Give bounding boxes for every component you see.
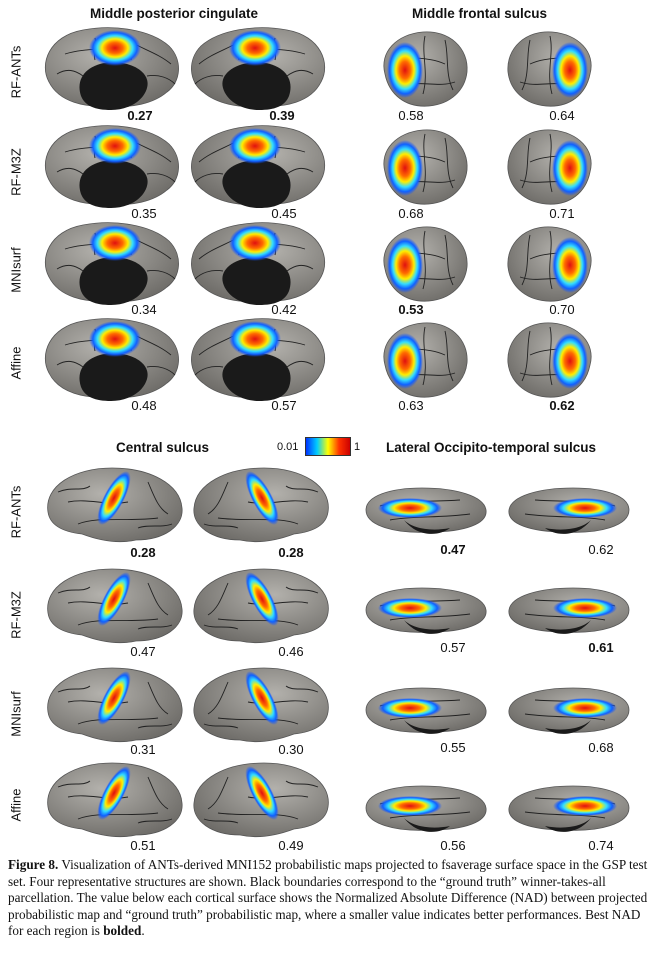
figure-caption: Figure 8. Visualization of ANTs-derived … [8,857,648,940]
brain-surface-mpc-r0-c1 [191,27,325,110]
brain-surface-mfs-r1-c0 [383,129,468,205]
nad-value-lots-r3-c0: 0.56 [440,838,466,853]
row-label-affine-bottom: Affine [8,788,24,822]
panel-title-mpc: Middle posterior cingulate [90,6,259,21]
nad-value-cs-r3-c0: 0.51 [130,838,156,853]
row-label-mnisurf-top: MNIsurf [8,247,24,293]
colorbar-min-label: 0.01 [277,441,299,453]
brain-surface-mfs-r0-c0 [383,31,468,107]
nad-value-cs-r2-c1: 0.30 [278,742,304,757]
brain-surface-mfs-r2-c1 [507,226,592,302]
brain-surface-mpc-r2-c0 [45,222,179,305]
nad-value-cs-r3-c1: 0.49 [278,838,304,853]
row-label-rf-ants-bottom: RF-ANTs [8,485,24,539]
panel-title-mfs: Middle frontal sulcus [412,6,548,21]
nad-value-cs-r1-c1: 0.46 [278,644,304,659]
figure-label: Figure 8. [8,857,59,872]
nad-value-mpc-r3-c1: 0.57 [271,398,297,413]
nad-value-lots-r0-c0: 0.47 [440,542,466,557]
brain-surface-cs-r0-c0 [47,467,183,542]
nad-value-mfs-r1-c0: 0.68 [398,206,424,221]
nad-value-lots-r0-c1: 0.62 [588,542,614,557]
panel-title-cs: Central sulcus [116,440,210,455]
brain-surface-mpc-r2-c1 [191,222,325,305]
brain-surface-mfs-r3-c0 [383,322,468,398]
brain-surface-cs-r2-c0 [47,667,183,742]
nad-value-mpc-r1-c1: 0.45 [271,206,297,221]
colorbar-max-label: 1 [354,441,361,453]
nad-value-cs-r2-c0: 0.31 [130,742,156,757]
brain-surface-lots-r3-c0 [365,785,487,832]
nad-value-mpc-r2-c0: 0.34 [131,302,157,317]
brain-surface-cs-r3-c0 [47,762,183,837]
brain-surface-lots-r2-c0 [365,687,487,734]
brain-surface-mfs-r2-c0 [383,226,468,302]
brain-surface-cs-r1-c0 [47,568,183,643]
nad-value-mfs-r3-c1: 0.62 [549,398,575,413]
nad-value-mpc-r2-c1: 0.42 [271,302,297,317]
colorbar [305,437,351,456]
brain-surface-mpc-r3-c1 [191,318,325,401]
nad-value-mpc-r3-c0: 0.48 [131,398,157,413]
row-label-mnisurf-bottom: MNIsurf [8,691,24,737]
brain-surface-cs-r3-c1 [193,762,329,837]
nad-value-mfs-r3-c0: 0.63 [398,398,424,413]
brain-surface-cs-r1-c1 [193,568,329,643]
row-label-rf-m3z-top: RF-M3Z [8,148,24,196]
nad-value-cs-r1-c0: 0.47 [130,644,156,659]
nad-value-lots-r2-c0: 0.55 [440,740,466,755]
nad-value-mfs-r2-c0: 0.53 [398,302,424,317]
brain-surface-mpc-r3-c0 [45,318,179,401]
brain-surface-mfs-r3-c1 [507,322,592,398]
nad-value-mfs-r2-c1: 0.70 [549,302,575,317]
brain-surface-cs-r2-c1 [193,667,329,742]
brain-surface-mpc-r1-c1 [191,125,325,208]
nad-value-mfs-r0-c0: 0.58 [398,108,424,123]
brain-surface-lots-r0-c1 [508,487,630,534]
nad-value-mpc-r1-c0: 0.35 [131,206,157,221]
brain-surface-cs-r0-c1 [193,467,329,542]
nad-value-lots-r3-c1: 0.74 [588,838,614,853]
nad-value-mfs-r1-c1: 0.71 [549,206,575,221]
row-label-rf-ants-top: RF-ANTs [8,45,24,99]
brain-surface-lots-r2-c1 [508,687,630,734]
caption-bolded-word: bolded [103,923,142,938]
brain-surface-mpc-r1-c0 [45,125,179,208]
nad-value-mpc-r0-c0: 0.27 [127,108,153,123]
caption-end: . [141,923,145,938]
nad-value-cs-r0-c1: 0.28 [278,545,304,560]
row-label-rf-m3z-bottom: RF-M3Z [8,591,24,639]
row-label-affine-top: Affine [8,346,24,380]
brain-surface-mfs-r1-c1 [507,129,592,205]
panel-title-lots: Lateral Occipito-temporal sulcus [386,440,597,455]
nad-value-mpc-r0-c1: 0.39 [269,108,295,123]
brain-surface-lots-r3-c1 [508,785,630,832]
nad-value-lots-r1-c1: 0.61 [588,640,614,655]
nad-value-cs-r0-c0: 0.28 [130,545,156,560]
brain-surface-lots-r1-c0 [365,587,487,634]
brain-surface-mpc-r0-c0 [45,27,179,110]
nad-value-mfs-r0-c1: 0.64 [549,108,575,123]
caption-text: Visualization of ANTs-derived MNI152 pro… [8,857,648,938]
brain-surface-lots-r1-c1 [508,587,630,634]
brain-surface-lots-r0-c0 [365,487,487,534]
nad-value-lots-r2-c1: 0.68 [588,740,614,755]
nad-value-lots-r1-c0: 0.57 [440,640,466,655]
brain-surface-mfs-r0-c1 [507,31,592,107]
